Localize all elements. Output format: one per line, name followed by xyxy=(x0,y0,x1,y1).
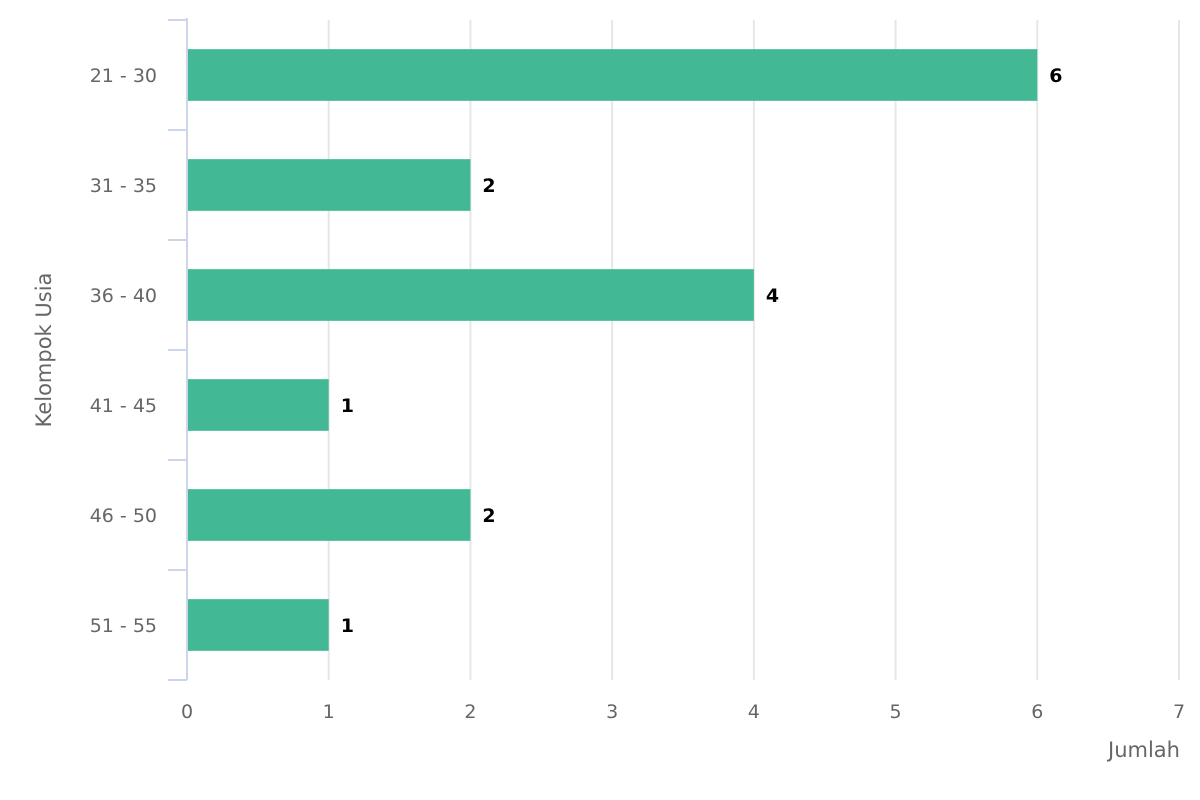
y-tick-label: 51 - 55 xyxy=(90,615,157,637)
data-label: 1 xyxy=(341,395,354,417)
x-tick-label: 7 xyxy=(1173,701,1185,723)
x-axis-title: Jumlah xyxy=(1106,738,1180,762)
y-tick-label: 21 - 30 xyxy=(90,65,157,87)
y-axis-title: Kelompok Usia xyxy=(32,273,56,428)
x-tick-label: 3 xyxy=(606,701,618,723)
y-tick-label: 36 - 40 xyxy=(90,285,157,307)
data-labels: 6 2 4 1 2 1 xyxy=(341,65,1063,637)
bar xyxy=(188,599,329,651)
x-tick-label: 1 xyxy=(323,701,335,723)
data-label: 2 xyxy=(482,505,495,527)
y-tick-label: 31 - 35 xyxy=(90,175,157,197)
y-tick-label: 46 - 50 xyxy=(90,505,157,527)
x-axis-tick-labels: 0 1 2 3 4 5 6 7 xyxy=(181,701,1185,723)
x-gridlines xyxy=(327,20,1180,680)
x-tick-label: 4 xyxy=(748,701,760,723)
x-tick-label: 2 xyxy=(464,701,476,723)
bar xyxy=(188,49,1038,101)
x-tick-label: 5 xyxy=(890,701,902,723)
data-label: 1 xyxy=(341,615,354,637)
bar xyxy=(188,489,471,541)
x-tick-label: 0 xyxy=(181,701,193,723)
bar xyxy=(188,269,754,321)
data-label: 6 xyxy=(1049,65,1062,87)
bar xyxy=(188,379,329,431)
data-label: 4 xyxy=(766,285,779,307)
bar xyxy=(188,159,471,211)
bars xyxy=(188,49,1038,651)
x-tick-label: 6 xyxy=(1031,701,1043,723)
data-label: 2 xyxy=(482,175,495,197)
y-axis: 21 - 30 31 - 35 36 - 40 41 - 45 46 - 50 51 - … xyxy=(90,18,188,681)
y-tick-label: 41 - 45 xyxy=(90,395,157,417)
